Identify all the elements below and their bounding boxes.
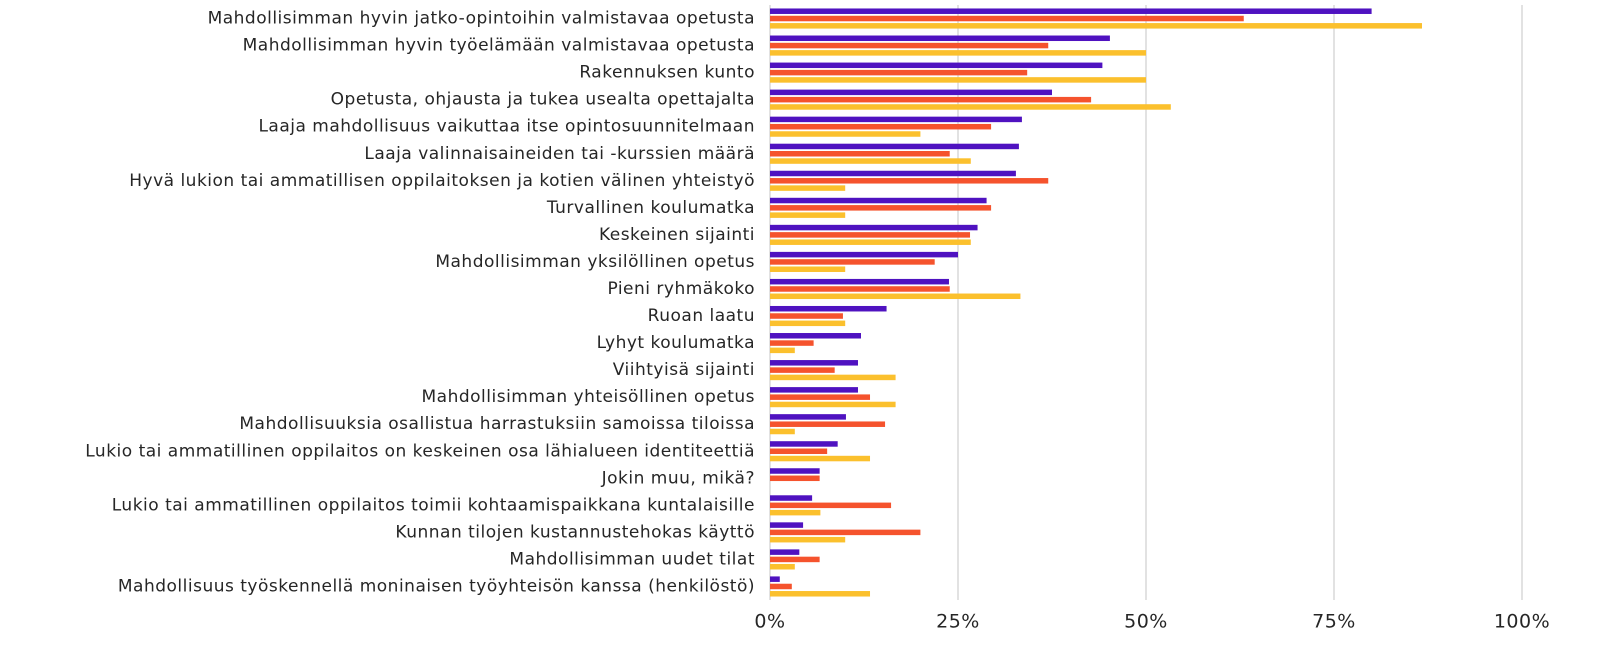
y-tick-label: Lukio tai ammatillinen oppilaitos on kes…	[85, 441, 755, 461]
bar	[770, 305, 887, 312]
y-tick-label: Mahdollisimman hyvin jatko-opintoihin va…	[208, 9, 755, 29]
bar	[770, 536, 846, 543]
y-tick-label: Hyvä lukion tai ammatillisen oppilaitoks…	[129, 171, 755, 191]
bar	[770, 62, 1103, 69]
bar	[770, 583, 792, 590]
bar	[770, 563, 795, 570]
bar	[770, 251, 958, 258]
bar	[770, 286, 950, 292]
bar	[770, 556, 820, 563]
bar	[770, 502, 892, 509]
y-tick-label: Lyhyt koulumatka	[597, 333, 755, 353]
y-tick-label: Mahdollisimman yksilöllinen opetus	[435, 252, 755, 272]
bar	[770, 333, 861, 339]
y-tick-label: Lukio tai ammatillinen oppilaitos toimii…	[112, 495, 755, 515]
bar	[770, 448, 828, 454]
bar	[770, 421, 886, 427]
bar	[770, 522, 804, 528]
y-tick-label: Ruoan laatu	[648, 306, 755, 326]
x-tick-label: 75%	[1312, 611, 1356, 633]
y-tick-label: Turvallinen koulumatka	[546, 198, 755, 218]
bar	[770, 455, 871, 462]
y-tick-label: Rakennuksen kunto	[579, 63, 755, 83]
bar	[770, 576, 780, 582]
bar	[770, 360, 858, 366]
y-tick-label: Mahdollisuus työskennellä moninaisen työ…	[118, 576, 755, 596]
bar	[770, 8, 1372, 14]
bar	[770, 414, 846, 420]
bar	[770, 387, 858, 393]
bar	[770, 123, 992, 130]
bar	[770, 131, 921, 137]
bar	[770, 89, 1052, 96]
bar	[770, 205, 992, 211]
bar	[770, 42, 1049, 49]
bar	[770, 591, 871, 597]
x-tick-label: 0%	[754, 611, 785, 633]
bar	[770, 401, 896, 408]
bar	[770, 468, 820, 474]
y-tick-label: Mahdollisimman hyvin työelämään valmista…	[243, 36, 755, 56]
bar	[770, 239, 971, 245]
bar	[770, 320, 846, 327]
bar	[770, 170, 1016, 177]
bar	[770, 340, 814, 346]
bar	[770, 347, 795, 354]
bar	[770, 178, 1049, 184]
x-tick-label: 50%	[1124, 611, 1168, 633]
bar	[770, 509, 821, 516]
y-tick-label: Laaja valinnaisaineiden tai -kurssien mä…	[364, 144, 755, 164]
y-tick-label: Viihtyisä sijainti	[613, 360, 755, 380]
bar	[770, 475, 820, 482]
bar	[770, 278, 949, 285]
bar	[770, 104, 1171, 110]
bar	[770, 549, 800, 555]
bar	[770, 158, 971, 164]
bar	[770, 441, 838, 447]
bar	[770, 293, 1021, 300]
y-tick-label: Opetusta, ohjausta ja tukea usealta opet…	[331, 90, 755, 110]
bar	[770, 374, 896, 381]
bar	[770, 367, 835, 373]
bar	[770, 259, 935, 265]
bar	[770, 23, 1422, 29]
y-tick-label: Laaja mahdollisuus vaikuttaa itse opinto…	[258, 117, 755, 137]
y-tick-label: Mahdollisuuksia osallistua harrastuksiin…	[239, 414, 755, 434]
y-tick-label: Keskeinen sijainti	[599, 225, 755, 245]
bar	[770, 185, 846, 191]
bar	[770, 96, 1092, 103]
bar	[770, 224, 978, 231]
bar	[770, 69, 1028, 76]
bar	[770, 529, 921, 536]
bar	[770, 394, 871, 400]
y-tick-label: Mahdollisimman yhteisöllinen opetus	[422, 387, 756, 407]
bar	[770, 15, 1244, 22]
y-tick-label: Jokin muu, mikä?	[601, 468, 755, 488]
bar	[770, 143, 1019, 150]
x-tick-label: 25%	[936, 611, 980, 633]
bar	[770, 77, 1146, 83]
x-tick-label: 100%	[1494, 611, 1550, 633]
y-tick-label: Pieni ryhmäkoko	[607, 279, 755, 299]
bar	[770, 151, 950, 157]
bar	[770, 197, 987, 204]
bar	[770, 428, 795, 435]
bar	[770, 313, 843, 319]
bar	[770, 266, 846, 272]
y-tick-label: Mahdollisimman uudet tilat	[509, 549, 755, 569]
bar	[770, 35, 1110, 42]
y-tick-label: Kunnan tilojen kustannustehokas käyttö	[395, 522, 755, 542]
bar	[770, 212, 846, 218]
bar	[770, 50, 1146, 56]
bar	[770, 116, 1022, 123]
bar	[770, 232, 971, 238]
bar	[770, 495, 813, 501]
